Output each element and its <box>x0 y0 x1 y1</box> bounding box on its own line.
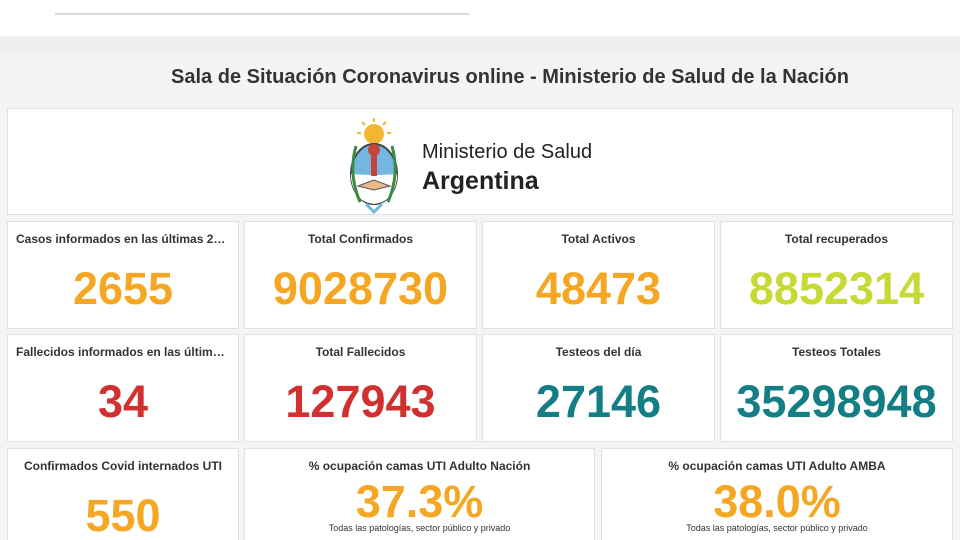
stat-value: 38.0% <box>713 476 841 527</box>
stat-label: Testeos Totales <box>792 345 881 359</box>
logo-card: Ministerio de Salud Argentina <box>7 108 953 215</box>
stat-value: 35298948 <box>736 376 937 427</box>
stat-label: Casos informados en las últimas 24 Hs <box>16 232 238 246</box>
stat-note: Todas las patologías, sector público y p… <box>328 523 511 533</box>
stat-value: 27146 <box>535 376 662 427</box>
stat-total-activos: Total Activos 48473 <box>482 221 715 329</box>
stat-label: Confirmados Covid internados UTI <box>23 459 222 473</box>
country-name: Argentina <box>422 167 539 195</box>
stat-internados-uti: Confirmados Covid internados UTI 550 <box>7 448 239 540</box>
stat-label: Testeos del día <box>555 345 642 359</box>
stat-label: Total recuperados <box>784 232 889 246</box>
separator <box>0 36 960 52</box>
stat-value: 550 <box>85 490 161 540</box>
stat-label: Total Activos <box>561 232 636 246</box>
page-title: Sala de Situación Coronavirus online - M… <box>171 66 849 88</box>
stat-fallecidos-24hs: Fallecidos informados en las últimas 24 … <box>7 334 239 442</box>
stat-ocupacion-nacion: % ocupación camas UTI Adulto Nación 37.3… <box>244 448 595 540</box>
browser-top-bar <box>0 0 960 36</box>
address-bar[interactable] <box>55 13 469 15</box>
stat-value: 8852314 <box>748 263 925 314</box>
stat-total-confirmados: Total Confirmados 9028730 <box>244 221 477 329</box>
stat-label: % ocupación camas UTI Adulto Nación <box>308 459 531 473</box>
stat-value: 2655 <box>72 263 174 314</box>
stat-value: 127943 <box>285 376 436 427</box>
stat-testeos-dia: Testeos del día 27146 <box>482 334 715 442</box>
stat-testeos-totales: Testeos Totales 35298948 <box>720 334 953 442</box>
stat-note: Todas las patologías, sector público y p… <box>686 523 868 533</box>
stat-value: 37.3% <box>355 476 484 527</box>
stat-casos-24hs: Casos informados en las últimas 24 Hs 26… <box>7 221 239 329</box>
stat-value: 9028730 <box>272 263 449 314</box>
stat-total-fallecidos: Total Fallecidos 127943 <box>244 334 477 442</box>
stat-ocupacion-amba: % ocupación camas UTI Adulto AMBA 38.0% … <box>601 448 953 540</box>
stat-label: % ocupación camas UTI Adulto AMBA <box>668 459 886 473</box>
argentina-coat-of-arms-icon <box>350 118 398 214</box>
stat-value: 34 <box>97 376 149 427</box>
stat-label: Total Confirmados <box>307 232 414 246</box>
stat-total-recuperados: Total recuperados 8852314 <box>720 221 953 329</box>
ministry-name: Ministerio de Salud <box>422 141 593 163</box>
stat-label: Fallecidos informados en las últimas 24 … <box>16 345 238 359</box>
stat-value: 48473 <box>535 263 662 314</box>
stat-label: Total Fallecidos <box>315 345 406 359</box>
